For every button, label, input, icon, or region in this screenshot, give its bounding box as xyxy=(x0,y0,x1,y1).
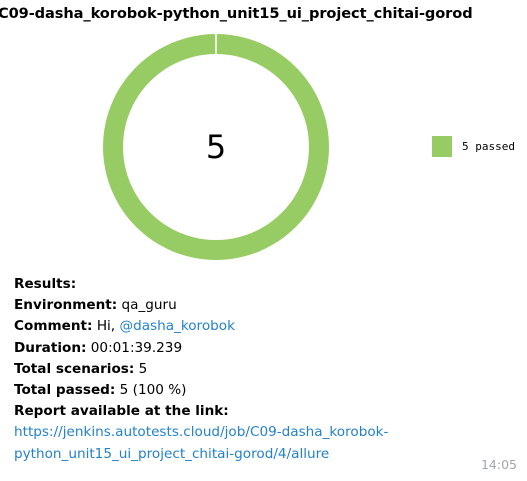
legend-swatch-passed xyxy=(432,136,452,157)
duration-row: Duration: 00:01:39.239 xyxy=(14,338,484,359)
duration-value: 00:01:39.239 xyxy=(90,339,183,356)
total-passed-value: 5 (100 %) xyxy=(119,382,187,399)
report-link-heading: Report available at the link: xyxy=(14,403,229,420)
chart-legend: 5 passed xyxy=(432,136,515,157)
total-passed-label: Total passed: xyxy=(14,382,116,399)
environment-value: qa_guru xyxy=(121,297,177,314)
comment-prefix: Hi, xyxy=(96,318,116,335)
report-url-row: https://jenkins.autotests.cloud/job/C09-… xyxy=(14,422,454,464)
comment-label: Comment: xyxy=(14,318,93,335)
mention-link[interactable]: @dasha_korobok xyxy=(119,318,235,335)
donut-chart: 5 xyxy=(103,34,329,261)
results-heading: Results: xyxy=(14,276,77,292)
chart-title: C09-dasha_korobok-python_unit15_ui_proje… xyxy=(0,5,473,22)
total-scenarios-row: Total scenarios: 5 xyxy=(14,359,484,380)
duration-label: Duration: xyxy=(14,339,87,356)
legend-label-passed: 5 passed xyxy=(462,140,515,153)
total-passed-row: Total passed: 5 (100 %) xyxy=(14,380,484,401)
donut-center-value: 5 xyxy=(205,128,227,166)
total-scenarios-label: Total scenarios: xyxy=(14,360,135,377)
total-scenarios-value: 5 xyxy=(138,360,148,377)
report-summary: Results: Environment: qa_guru Comment: H… xyxy=(14,274,484,465)
report-url-link[interactable]: https://jenkins.autotests.cloud/job/C09-… xyxy=(14,424,389,462)
environment-row: Environment: qa_guru xyxy=(14,295,484,316)
comment-row: Comment: Hi, @dasha_korobok xyxy=(14,316,484,337)
message-timestamp: 14:05 xyxy=(480,457,517,472)
environment-label: Environment: xyxy=(14,297,118,314)
